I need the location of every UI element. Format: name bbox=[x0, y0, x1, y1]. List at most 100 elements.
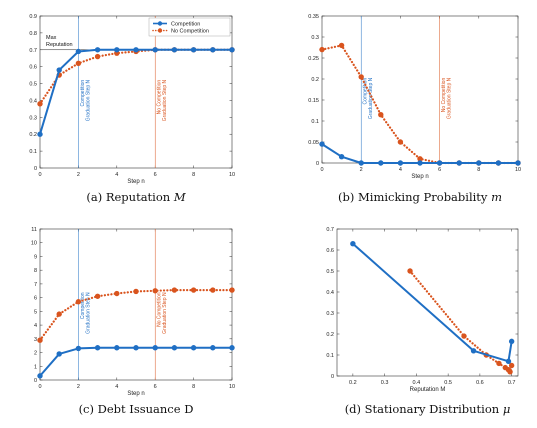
data-point-competition bbox=[94, 47, 101, 53]
data-point-competition bbox=[417, 160, 423, 166]
data-point-competition bbox=[229, 47, 235, 53]
x-tick-label: 0.7 bbox=[508, 380, 516, 386]
data-point-competition bbox=[133, 47, 139, 53]
graduation-label: Graduation Step N bbox=[85, 79, 91, 121]
data-point-no_competition bbox=[507, 369, 513, 375]
legend-marker-competition bbox=[157, 21, 163, 26]
legend-label: No Competition bbox=[171, 29, 209, 35]
legend-box bbox=[148, 17, 231, 37]
annotation-text: Max bbox=[46, 35, 57, 41]
subplot-caption: (b) Mimicking Probability m bbox=[338, 190, 502, 204]
caption-text: (b) Mimicking Probability bbox=[338, 190, 491, 204]
caption-math: M bbox=[173, 190, 187, 204]
y-tick-label: 0.7 bbox=[326, 227, 334, 233]
data-point-competition bbox=[114, 47, 120, 53]
y-tick-label: 9 bbox=[34, 254, 37, 260]
y-tick-label: 0 bbox=[331, 374, 334, 380]
x-tick-label: 2 bbox=[360, 167, 363, 173]
x-tick-label: 6 bbox=[154, 384, 157, 390]
data-point-no_competition bbox=[75, 299, 82, 305]
caption-text: (c) Debt Issuance D bbox=[79, 402, 194, 416]
series-line-competition bbox=[351, 242, 513, 363]
y-tick-label: 0.5 bbox=[29, 82, 37, 88]
y-tick-label: 0.4 bbox=[326, 290, 334, 296]
data-point-no_competition bbox=[358, 74, 364, 80]
x-tick-label: 8 bbox=[192, 384, 195, 390]
x-axis-label: Step n bbox=[127, 179, 144, 185]
data-point-competition bbox=[56, 351, 62, 357]
chart-a: 0 0.1 0.2 0.3 0.4 0.5 0.6 0.7 0.8 0.9 0 2 4 6 8 10 Step … bbox=[29, 14, 235, 204]
x-tick-label: 6 bbox=[154, 172, 157, 178]
y-tick-label: 0.2 bbox=[311, 77, 319, 83]
data-point-no_competition bbox=[75, 60, 82, 66]
data-point-no_competition bbox=[508, 362, 515, 369]
data-point-no_competition bbox=[171, 287, 178, 293]
y-tick-label: 0.4 bbox=[29, 98, 37, 104]
data-point-competition bbox=[476, 160, 482, 166]
caption-text: (a) Reputation bbox=[86, 190, 173, 204]
data-point-competition bbox=[319, 141, 325, 147]
x-tick-label: 10 bbox=[515, 167, 521, 173]
graduation-label: Competition bbox=[80, 80, 86, 107]
y-tick-label: 0.8 bbox=[29, 31, 37, 37]
caption-math: m bbox=[491, 190, 502, 204]
graduation-label: Competition bbox=[80, 292, 86, 319]
plot-area bbox=[39, 228, 233, 381]
y-tick-label: 0.2 bbox=[326, 332, 334, 338]
graduation-label: Graduation Step N bbox=[368, 77, 374, 119]
data-point-no_competition bbox=[496, 360, 502, 367]
data-point-no_competition bbox=[407, 268, 413, 274]
data-point-no_competition bbox=[37, 337, 43, 343]
data-point-competition bbox=[495, 160, 502, 166]
subplot-caption: (d) Stationary Distribution μ bbox=[345, 402, 511, 416]
data-point-no_competition bbox=[114, 290, 120, 297]
data-point-competition bbox=[171, 345, 178, 351]
data-point-competition bbox=[114, 345, 120, 351]
legend-marker-no_competition bbox=[157, 28, 163, 33]
x-axis-label: Reputation M bbox=[410, 387, 446, 393]
data-point-no_competition bbox=[56, 311, 62, 317]
data-point-no_competition bbox=[338, 42, 345, 49]
y-tick-label: 0.9 bbox=[29, 14, 37, 20]
caption-math: μ bbox=[503, 402, 510, 416]
data-point-competition bbox=[358, 160, 364, 166]
data-point-competition bbox=[75, 345, 82, 352]
data-point-no_competition bbox=[210, 287, 216, 293]
y-tick-label: 0.15 bbox=[308, 98, 319, 104]
data-point-no_competition bbox=[37, 101, 43, 107]
x-tick-label: 0.3 bbox=[381, 380, 389, 386]
x-tick-label: 0 bbox=[38, 384, 41, 390]
x-tick-label: 0 bbox=[38, 172, 41, 178]
y-tick-label: 0.1 bbox=[326, 353, 334, 359]
data-point-competition bbox=[505, 358, 512, 364]
series-line-no_competition bbox=[38, 288, 234, 342]
data-point-competition bbox=[229, 345, 235, 351]
chart-d: 0 0.1 0.2 0.3 0.4 0.5 0.6 0.7 0.2 0.3 0.4 0.5 0.6 0.7… bbox=[326, 227, 519, 416]
data-point-competition bbox=[171, 47, 178, 53]
y-tick-label: 0 bbox=[34, 378, 37, 384]
data-point-no_competition bbox=[94, 293, 101, 299]
x-tick-label: 4 bbox=[399, 167, 402, 173]
subplot-caption: (a) Reputation M bbox=[86, 190, 186, 204]
data-point-competition bbox=[350, 241, 356, 247]
data-point-competition bbox=[190, 345, 197, 351]
y-tick-label: 0.05 bbox=[308, 140, 319, 146]
data-point-no_competition bbox=[229, 287, 235, 293]
y-tick-label: 7 bbox=[34, 282, 37, 288]
graduation-label: Graduation Step N bbox=[162, 292, 168, 334]
y-tick-label: 0.6 bbox=[326, 248, 334, 254]
chart-b: 0 0.05 0.1 0.15 0.2 0.25 0.3 0.35 0 2 4 6 8 10 Step n C… bbox=[308, 14, 521, 204]
y-tick-label: 8 bbox=[34, 268, 37, 274]
annotation-text: Reputation bbox=[46, 42, 73, 48]
y-tick-label: 1 bbox=[34, 364, 37, 370]
x-axis-label: Step n bbox=[127, 391, 144, 397]
x-tick-label: 6 bbox=[438, 167, 441, 173]
caption-text: (d) Stationary Distribution bbox=[345, 402, 503, 416]
data-point-no_competition bbox=[397, 139, 404, 145]
x-tick-label: 0.2 bbox=[349, 380, 357, 386]
y-tick-label: 5 bbox=[34, 309, 37, 315]
x-axis-label: Step n bbox=[411, 174, 428, 180]
x-tick-label: 8 bbox=[477, 167, 480, 173]
y-tick-label: 0.3 bbox=[29, 115, 37, 121]
